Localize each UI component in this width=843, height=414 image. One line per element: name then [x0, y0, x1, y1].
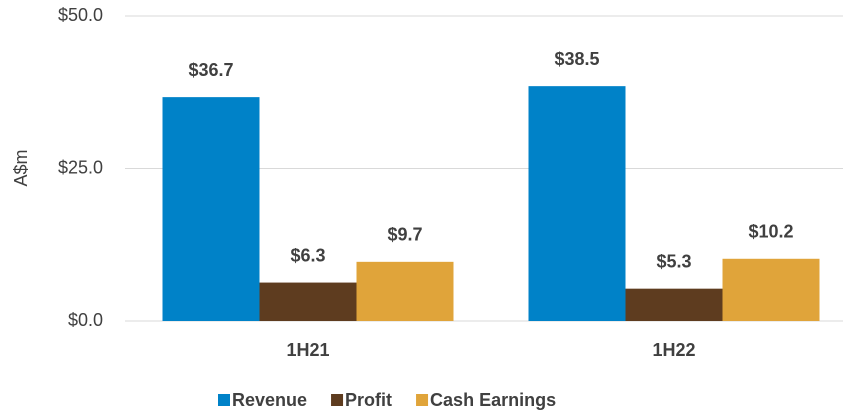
bar [259, 282, 357, 321]
y-tick-label: $50.0 [58, 5, 103, 25]
bar [722, 258, 820, 321]
legend-label: Profit [345, 390, 392, 410]
y-axis-label: A$m [11, 149, 31, 186]
legend-swatch [218, 394, 230, 406]
value-label: $9.7 [387, 225, 422, 245]
bar [625, 288, 723, 321]
legend-label: Revenue [232, 390, 307, 410]
legend-swatch [331, 394, 344, 406]
bar [356, 261, 454, 321]
bar [162, 97, 260, 321]
legend-label: Cash Earnings [430, 390, 556, 410]
bar [528, 86, 626, 322]
x-tick-label: 1H22 [652, 340, 695, 360]
value-label: $38.5 [554, 49, 599, 69]
value-label: $6.3 [290, 245, 325, 265]
y-tick-label: $0.0 [68, 310, 103, 330]
value-label: $5.3 [656, 251, 691, 271]
value-label: $36.7 [188, 60, 233, 80]
value-label: $10.2 [748, 222, 793, 242]
x-tick-label: 1H21 [286, 340, 329, 360]
legend-swatch [416, 394, 429, 406]
y-tick-label: $25.0 [58, 157, 103, 177]
